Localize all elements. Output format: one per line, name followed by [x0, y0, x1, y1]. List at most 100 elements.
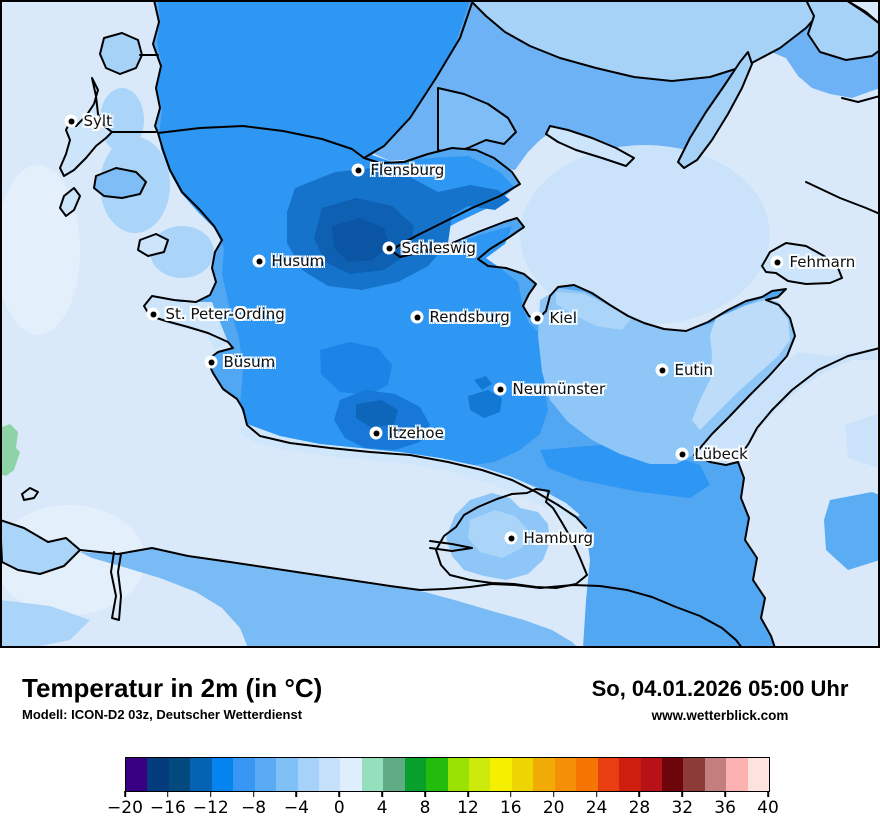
- eiderstedt-pale-region: [143, 297, 228, 350]
- model-info-label: Modell: ICON-D2 03z, Deutscher Wetterdie…: [22, 707, 303, 722]
- legend-tick-label: 28: [628, 798, 651, 818]
- legend-color-segment: [576, 758, 598, 791]
- website-label: www.wetterblick.com: [651, 708, 789, 723]
- legend-colorbar: [125, 757, 770, 792]
- cold-blob-buesum: [320, 342, 392, 395]
- legend-tick-label: 4: [376, 798, 388, 818]
- small-island: [21, 487, 39, 501]
- legend-tick-label: −16: [149, 798, 186, 818]
- cuxhaven-coast: [0, 519, 81, 575]
- legend-color-segment: [340, 758, 362, 791]
- legend-tick-mark: [638, 791, 641, 797]
- coastline-elbe-south: [79, 547, 743, 648]
- legend-tick-label: 0: [333, 798, 345, 818]
- kiel-east-light-region: [556, 292, 632, 330]
- legend-tick-mark: [209, 791, 212, 797]
- legend-tick-mark: [295, 791, 298, 797]
- legend-ticks: −20 −16 −12 −8 −4 0 4 8 12 16 20 24 28 32 36 40: [107, 791, 779, 823]
- border-denmark: [157, 125, 365, 159]
- coastline-lolland: [805, 0, 880, 215]
- legend-tick-label: 16: [499, 798, 522, 818]
- legend-tick-mark: [510, 791, 512, 797]
- roemoe-island: [99, 32, 143, 75]
- info-bar: [0, 648, 880, 730]
- langeland-island: [677, 51, 753, 169]
- legend-color-segment: [554, 758, 577, 791]
- mild-green-region: [0, 424, 20, 476]
- legend-tick-mark: [467, 791, 469, 797]
- pellworm-island: [137, 233, 169, 257]
- legend-tick-label: −4: [283, 798, 309, 818]
- legend-color-segment: [361, 758, 384, 791]
- legend-color-segment: [318, 758, 341, 791]
- legend-tick-mark: [252, 791, 255, 797]
- legend-color-segment: [533, 758, 555, 791]
- legend-tick-mark: [124, 791, 126, 797]
- legend-tick-label: 20: [542, 798, 565, 818]
- cold-spot-neumuenster: [468, 390, 502, 418]
- border-mecklenburg: [737, 461, 776, 648]
- legend-tick-mark: [552, 791, 555, 797]
- legend-tick-mark: [338, 791, 341, 797]
- legend-color-segment: [211, 758, 234, 791]
- legend-color-segment: [469, 758, 491, 791]
- south-elbe-land-region: [80, 548, 578, 648]
- wadden-sea-blob: [100, 88, 144, 152]
- aeroe-island: [545, 125, 635, 167]
- legend-tick-label: −8: [241, 798, 267, 818]
- legend-tick-mark: [767, 791, 769, 797]
- legend-tick-mark: [724, 791, 726, 797]
- amrum-island: [59, 187, 81, 217]
- legend-color-segment: [297, 758, 319, 791]
- legend-color-segment: [190, 758, 212, 791]
- coastlines-group: [79, 0, 880, 648]
- legend-color-segment: [447, 758, 469, 791]
- map-frame: [0, 0, 880, 648]
- legend-color-segment: [726, 758, 748, 791]
- legend-color-segment: [233, 758, 255, 791]
- map-panel: Sylt Flensburg Schleswig Husum St. Peter-Ord…: [0, 0, 880, 648]
- legend-color-segment: [640, 758, 662, 791]
- foehr-island: [93, 167, 147, 199]
- legend-color-segment: [597, 758, 620, 791]
- legend-color-segment: [126, 758, 148, 791]
- legend-color-segment: [254, 758, 277, 791]
- legend-color-segment: [704, 758, 727, 791]
- legend-color-segment: [383, 758, 405, 791]
- legend-tick-label: −12: [192, 798, 229, 818]
- legend-tick-mark: [681, 791, 684, 797]
- page-title: Temperatur in 2m (in °C): [22, 673, 323, 703]
- fehmarn-island: [761, 242, 843, 285]
- legend-color-segment: [404, 758, 427, 791]
- legend-color-segment: [276, 758, 298, 791]
- wismar-bay-region: [845, 413, 880, 468]
- legend-color-segment: [661, 758, 684, 791]
- sylt-island: [59, 77, 113, 177]
- legend-color-segment: [683, 758, 705, 791]
- legend-color-segment: [511, 758, 534, 791]
- weather-map-svg: [0, 0, 880, 648]
- legend-tick-label: 32: [671, 798, 694, 818]
- legend-tick-mark: [424, 791, 426, 797]
- legend-color-segment: [426, 758, 448, 791]
- cold-patch-itzehoe-core: [356, 400, 398, 428]
- datetime-label: So, 04.01.2026 05:00 Uhr: [591, 676, 849, 701]
- coastline-mecklenburg: [740, 347, 880, 456]
- wadden-sea-blob: [0, 600, 90, 648]
- legend-tick-label: 12: [457, 798, 479, 818]
- border-hamburg: [435, 488, 588, 589]
- luebeck-bay-region: [700, 347, 880, 463]
- sea-texture-blob: [0, 505, 145, 615]
- legend-tick-label: 40: [757, 798, 779, 818]
- legend-tick-mark: [167, 791, 169, 797]
- legend-color-segment: [147, 758, 169, 791]
- legend-color-segment: [490, 758, 512, 791]
- coastline-mainland: [143, 0, 587, 529]
- ne-coastal-pale-region: [692, 300, 790, 430]
- legend-color-segment: [747, 758, 770, 791]
- coldest-patch-min: [332, 218, 390, 262]
- hamburg-pale-region: [468, 510, 528, 558]
- legend-tick-label: 36: [714, 798, 736, 818]
- legend-tick-label: −20: [107, 798, 143, 818]
- kiel-bay-region: [520, 145, 770, 325]
